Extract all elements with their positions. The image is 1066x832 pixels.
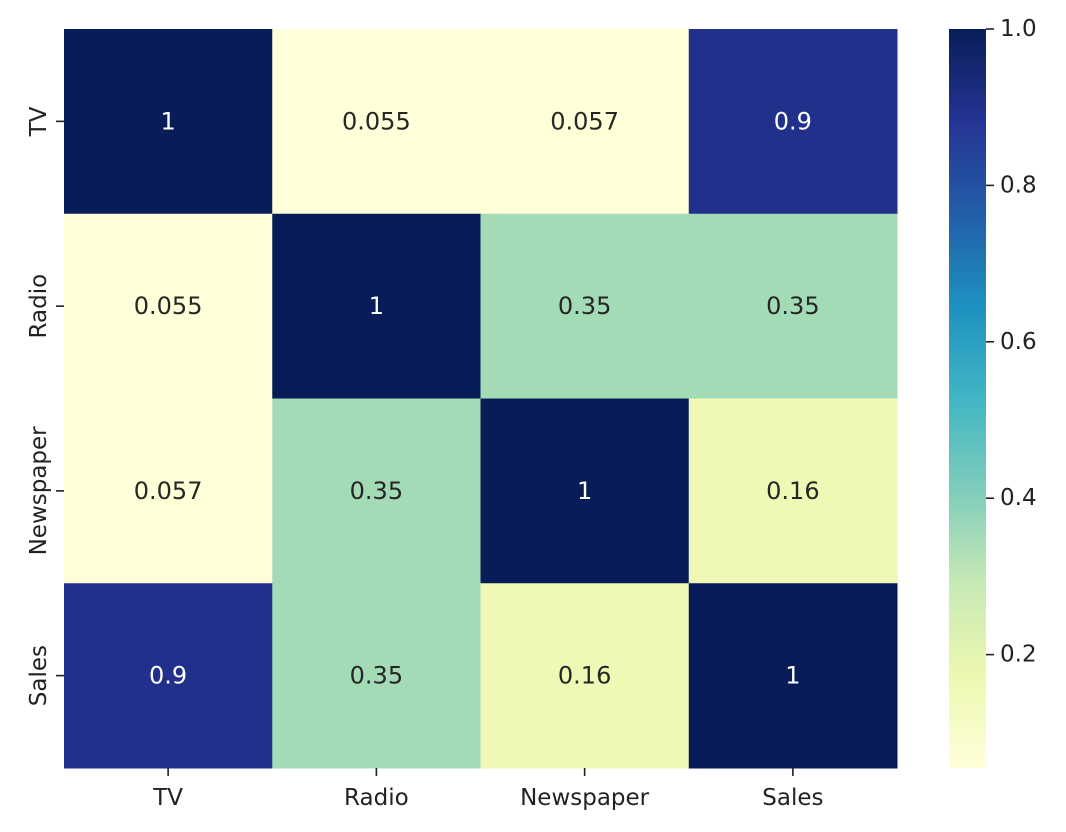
colorbar-tick-label-1: 0.4 xyxy=(1000,485,1037,511)
y-tick-label-2: Newspaper xyxy=(26,426,52,556)
colorbar: 0.2 0.4 0.6 0.8 1.0 xyxy=(949,16,1037,768)
cell-label-3-1: 0.35 xyxy=(350,662,403,690)
x-tick-label-3: Sales xyxy=(762,785,823,811)
heatmap-cell-1-3 xyxy=(688,213,898,399)
heatmap-cell-0-0 xyxy=(64,29,273,215)
cell-label-2-1: 0.35 xyxy=(350,477,403,505)
cell-label-2-2: 1 xyxy=(577,477,592,505)
y-axis: TV Radio Newspaper Sales xyxy=(26,106,64,706)
cell-label-3-3: 1 xyxy=(785,662,800,690)
y-tick-label-0: TV xyxy=(26,106,52,137)
heatmap-cell-2-1 xyxy=(272,398,481,584)
heatmap-cells xyxy=(64,29,898,769)
cell-label-0-3: 0.9 xyxy=(774,107,812,135)
heatmap-cell-3-2 xyxy=(480,583,690,769)
colorbar-tick-label-0: 0.2 xyxy=(1000,642,1037,668)
colorbar-tick-label-4: 1.0 xyxy=(1000,16,1037,42)
colorbar-tick-label-2: 0.6 xyxy=(1000,329,1037,355)
x-tick-label-1: Radio xyxy=(344,785,409,811)
cell-label-1-1: 1 xyxy=(369,292,384,320)
heatmap-cell-1-1 xyxy=(272,213,481,399)
cell-label-0-0: 1 xyxy=(160,107,175,135)
x-tick-label-2: Newspaper xyxy=(520,785,650,811)
heatmap-cell-0-1 xyxy=(272,29,481,215)
cell-label-2-0: 0.057 xyxy=(134,477,203,505)
heatmap-cell-3-1 xyxy=(272,583,481,769)
cell-label-0-2: 0.057 xyxy=(550,107,619,135)
heatmap-cell-1-2 xyxy=(480,213,690,399)
cell-label-2-3: 0.16 xyxy=(766,477,819,505)
heatmap-cell-2-0 xyxy=(64,398,273,584)
colorbar-tick-label-3: 0.8 xyxy=(1000,172,1037,198)
cell-label-1-2: 0.35 xyxy=(558,292,611,320)
y-tick-label-1: Radio xyxy=(26,274,52,339)
cell-label-0-1: 0.055 xyxy=(342,107,411,135)
heatmap-cell-2-2 xyxy=(480,398,690,584)
cell-label-3-0: 0.9 xyxy=(149,662,187,690)
x-tick-label-0: TV xyxy=(152,785,183,811)
colorbar-gradient xyxy=(949,29,986,768)
heatmap-cell-0-3 xyxy=(688,29,898,215)
cell-label-1-0: 0.055 xyxy=(134,292,203,320)
heatmap-cell-1-0 xyxy=(64,213,273,399)
heatmap-cell-3-0 xyxy=(64,583,273,769)
heatmap-cell-labels: 1 0.055 0.057 0.9 0.055 1 0.35 0.35 0.057 0.35 1 0.… xyxy=(134,107,820,689)
heatmap-cell-0-2 xyxy=(480,29,690,215)
x-axis: TV Radio Newspaper Sales xyxy=(152,768,823,811)
heatmap-cell-2-3 xyxy=(688,398,898,584)
y-tick-label-3: Sales xyxy=(26,645,52,706)
cell-label-1-3: 0.35 xyxy=(766,292,819,320)
cell-label-3-2: 0.16 xyxy=(558,662,611,690)
heatmap-cell-3-3 xyxy=(688,583,898,769)
